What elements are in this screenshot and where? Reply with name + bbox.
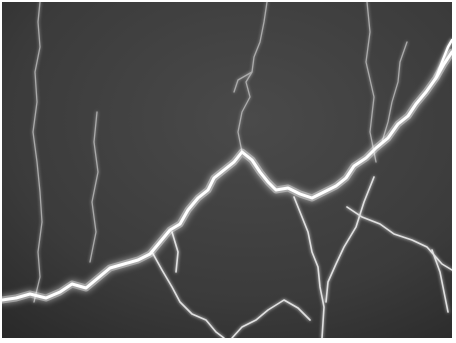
branch-down-center — [293, 196, 325, 338]
lightning-photo — [2, 2, 452, 338]
branch-right-vertical — [365, 2, 377, 163]
top-right-spur — [434, 38, 452, 80]
branch-top-center-spur — [233, 71, 253, 93]
branch-bottom-mid — [231, 299, 311, 338]
branch-left-mid — [89, 111, 99, 263]
branch-lower-left-spur — [171, 231, 179, 273]
faint-branches — [32, 2, 408, 303]
branch-left-vertical — [32, 2, 43, 303]
branch-right-top — [381, 41, 408, 143]
branch-mid-down — [151, 251, 225, 338]
branch-far-right-bottom — [431, 249, 449, 313]
main-bolt — [2, 50, 452, 302]
branch-right-lower — [346, 206, 452, 271]
branch-down-right — [325, 176, 375, 303]
branch-top-center — [237, 2, 268, 153]
lightning-scene — [2, 2, 452, 338]
lower-branches — [151, 176, 452, 338]
